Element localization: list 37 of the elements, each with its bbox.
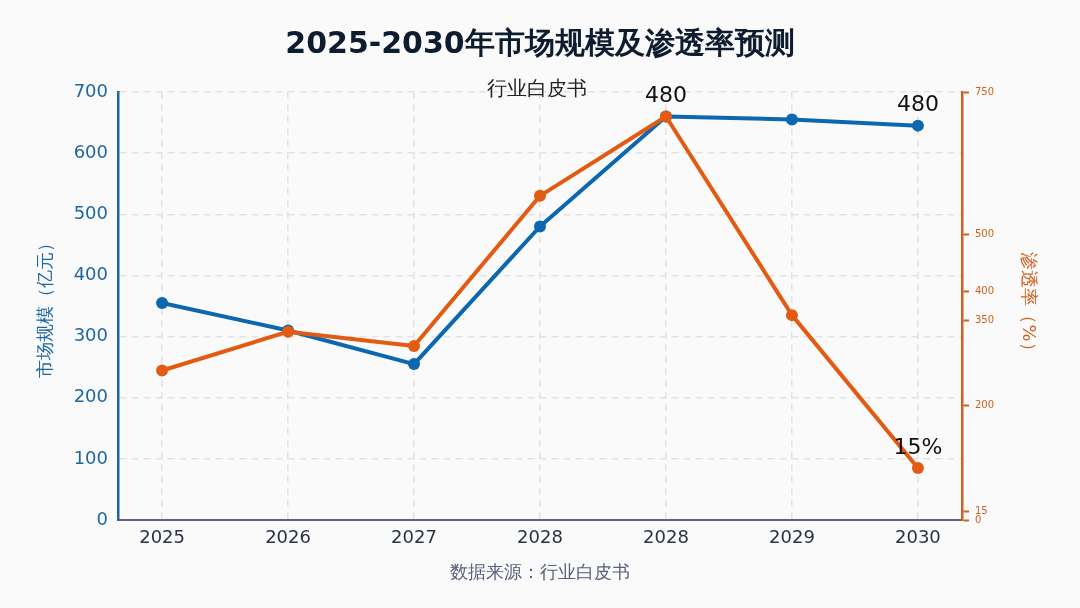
y-tick-label: 300 (73, 324, 108, 346)
point (534, 220, 546, 233)
y-tick-label: 100 (73, 446, 108, 468)
x-tick-label: 2030 (895, 526, 941, 548)
x-tick-label: 2028 (643, 526, 689, 548)
x-tick-label: 2026 (265, 526, 311, 548)
chart-title: 2025-2030年市场规模及渗透率预测 (285, 24, 795, 60)
point (911, 462, 924, 475)
point (785, 309, 798, 322)
point (156, 364, 169, 377)
point (156, 296, 169, 309)
point (911, 119, 924, 132)
y2-tick-label: 750 (975, 85, 995, 97)
point (408, 339, 421, 352)
point (534, 189, 546, 202)
y-axis-title: 市场规模（亿元） (34, 234, 56, 378)
y2-tick-label: 400 (975, 285, 995, 297)
x-tick-label: 2025 (139, 526, 185, 548)
y-tick-label: 400 (73, 263, 108, 285)
x-tick-label: 2027 (391, 526, 437, 548)
x-tick-label: 2028 (517, 526, 563, 548)
y2-tick-label: 200 (975, 399, 995, 411)
y-tick-label: 200 (73, 385, 108, 407)
y2-tick-label: 350 (975, 313, 995, 325)
x-tick-label: 2029 (769, 526, 815, 548)
annotation: 480 (644, 82, 687, 108)
y-tick-label: 0 (96, 507, 108, 529)
y-tick-label: 700 (73, 79, 108, 101)
y-tick-label: 500 (73, 201, 108, 223)
annotation: 480 (896, 91, 939, 117)
point (785, 113, 798, 126)
y2-tick-label: 500 (975, 228, 995, 240)
y-tick-label: 600 (73, 140, 108, 162)
point (408, 358, 421, 371)
source-note: 数据来源：行业白皮书 (450, 560, 630, 582)
y2-axis-title: 渗透率（%） (1018, 252, 1040, 360)
chart-subtitle: 行业白皮书 (487, 76, 587, 101)
